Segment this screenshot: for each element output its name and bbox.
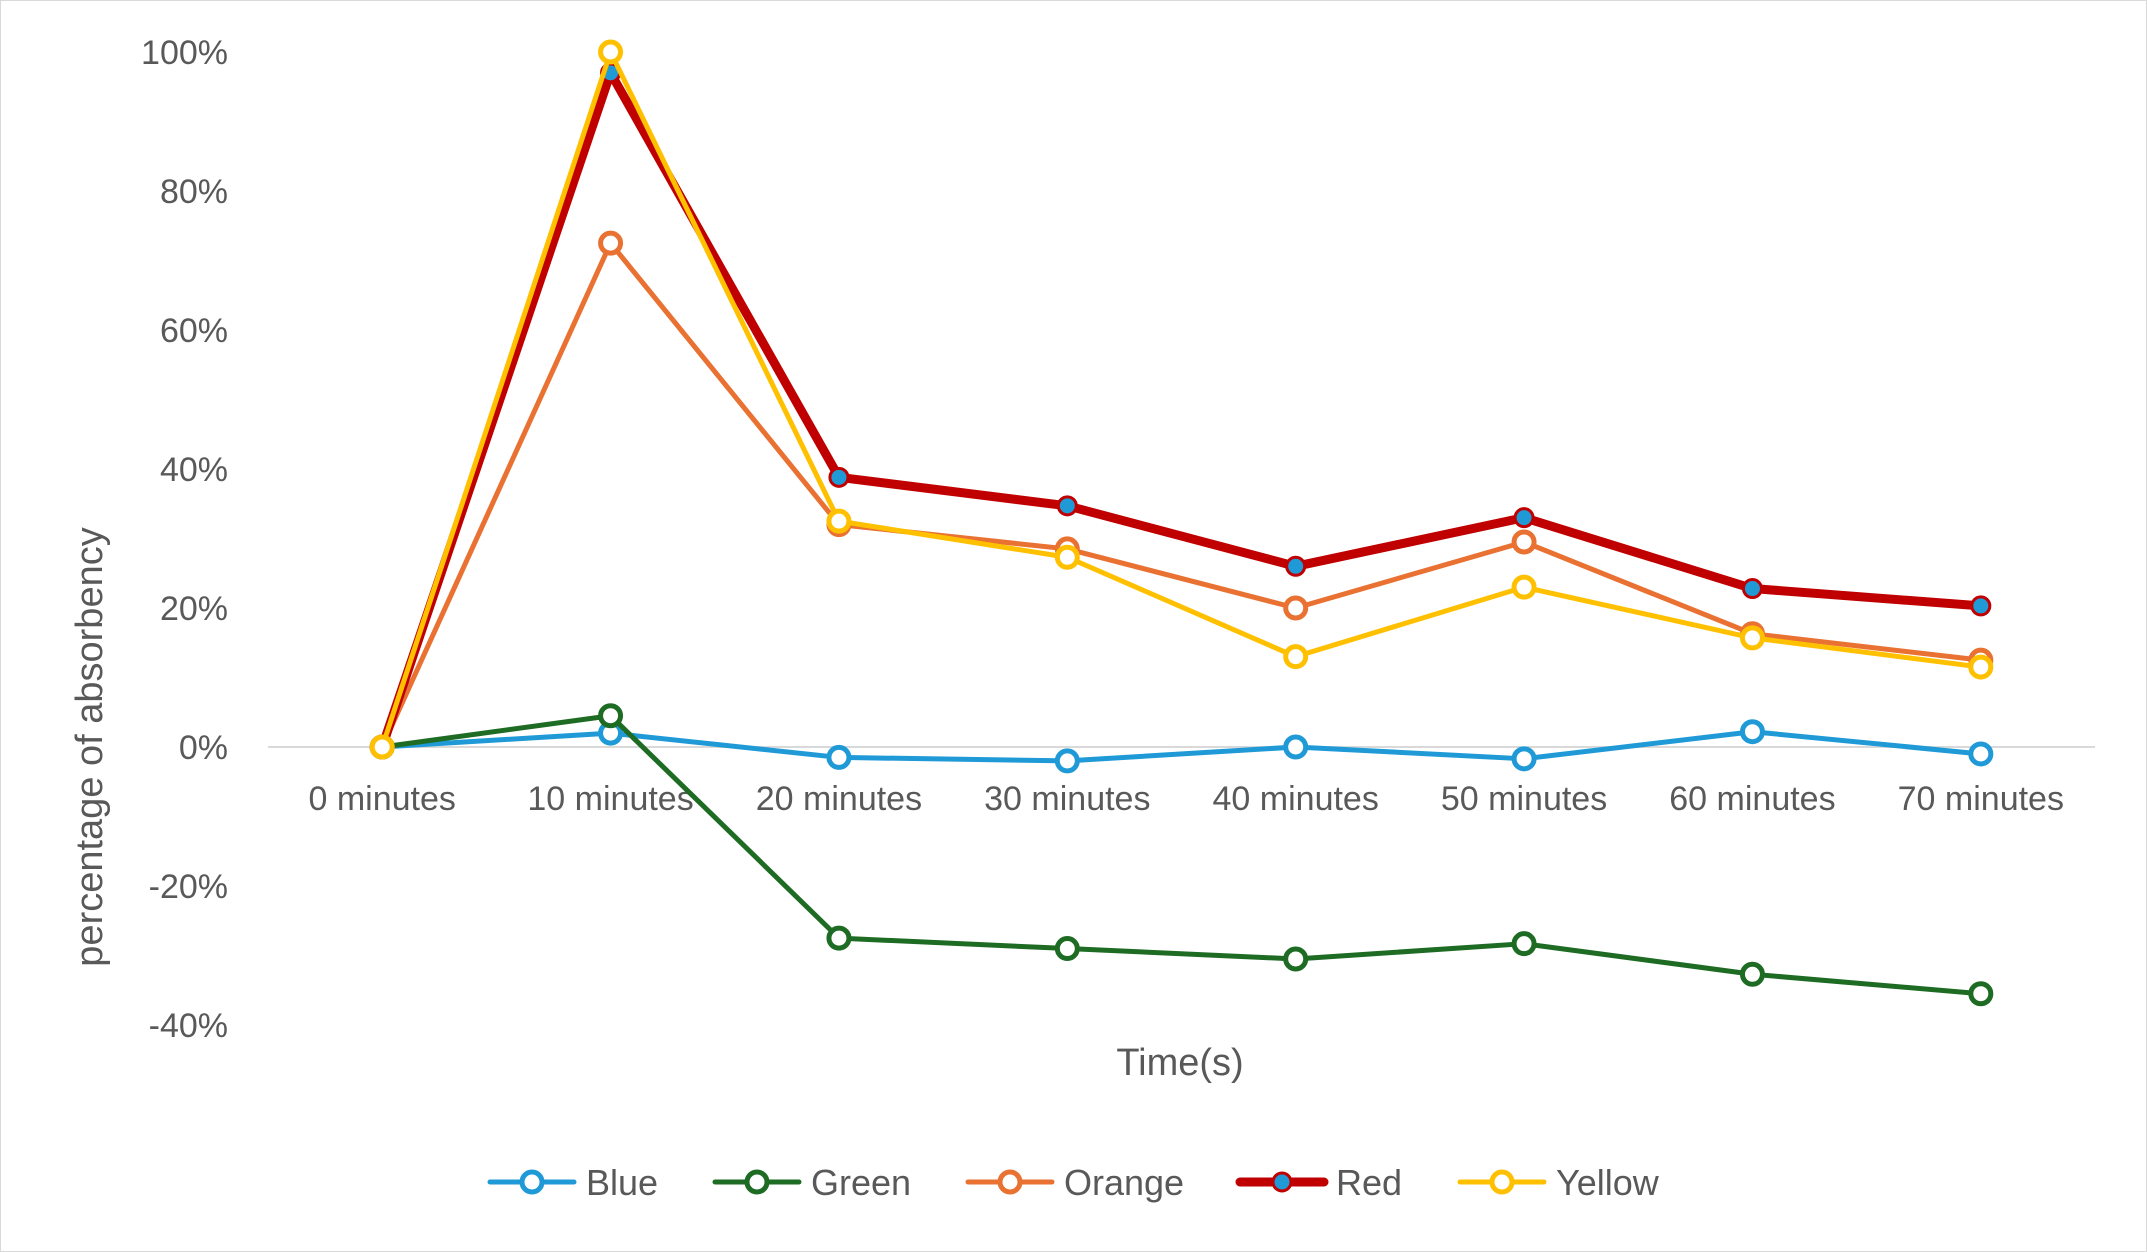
data-point — [826, 508, 852, 534]
x-tick-label: 40 minutes — [1213, 780, 1379, 818]
x-tick-label: 60 minutes — [1669, 780, 1835, 818]
legend: Blue Green Orange Red Yellow — [487, 1162, 1660, 1203]
y-tick-label: 80% — [160, 173, 228, 211]
legend-item-blue: Blue — [487, 1162, 658, 1203]
y-tick-label: 40% — [160, 451, 228, 489]
data-point — [1511, 931, 1537, 957]
y-axis-tick-labels: 100% 80% 60% 40% 20% 0% -20% -40% — [141, 34, 228, 1045]
y-tick-label: -40% — [149, 1007, 228, 1045]
data-point — [598, 230, 624, 256]
y-tick-label: -20% — [149, 868, 228, 906]
data-point — [1741, 578, 1763, 600]
data-point — [1283, 734, 1309, 760]
series-orange — [369, 230, 1994, 760]
data-point — [1968, 741, 1994, 767]
y-axis-title: percentage of absorbency — [69, 527, 111, 966]
legend-label: Orange — [1064, 1162, 1184, 1203]
x-tick-label: 0 minutes — [308, 780, 455, 818]
data-point — [1739, 719, 1765, 745]
data-point — [826, 744, 852, 770]
data-point — [1054, 936, 1080, 962]
y-tick-label: 60% — [160, 312, 228, 350]
legend-label: Green — [811, 1162, 911, 1203]
series-lines — [369, 39, 1994, 1007]
data-point — [1511, 529, 1537, 555]
x-tick-label: 70 minutes — [1898, 780, 2064, 818]
legend-swatch-marker — [997, 1169, 1023, 1195]
legend-label: Blue — [586, 1162, 658, 1203]
legend-label: Yellow — [1556, 1162, 1660, 1203]
series-line-blue — [379, 729, 1984, 764]
x-tick-label: 20 minutes — [756, 780, 922, 818]
data-point — [1739, 961, 1765, 987]
series-line-orange — [379, 240, 1984, 750]
legend-item-red: Red — [1235, 1162, 1402, 1203]
series-line-green — [379, 713, 1984, 997]
legend-item-orange: Orange — [965, 1162, 1184, 1203]
legend-label: Red — [1336, 1162, 1402, 1203]
data-point — [1283, 644, 1309, 670]
y-tick-label: 0% — [179, 729, 228, 767]
data-point — [1968, 654, 1994, 680]
legend-item-yellow: Yellow — [1457, 1162, 1660, 1203]
data-point — [1511, 746, 1537, 772]
legend-swatch-marker — [519, 1169, 545, 1195]
legend-swatch-marker — [744, 1169, 770, 1195]
data-point — [1283, 595, 1309, 621]
data-point — [1054, 748, 1080, 774]
x-axis-tick-labels: 0 minutes 10 minutes 20 minutes 30 minutes 4… — [308, 780, 2063, 818]
legend-swatch-marker — [1489, 1169, 1515, 1195]
x-axis-title: Time(s) — [1116, 1042, 1243, 1084]
series-line-yellow — [379, 49, 1984, 750]
y-tick-label: 100% — [141, 34, 228, 72]
data-point — [828, 466, 850, 488]
series-yellow — [369, 39, 1994, 760]
data-point — [598, 703, 624, 729]
data-point — [1970, 595, 1992, 617]
series-green — [369, 703, 1994, 1007]
x-tick-label: 50 minutes — [1441, 780, 1607, 818]
y-tick-label: 20% — [160, 590, 228, 628]
series-line-red — [377, 68, 1986, 752]
series-red — [371, 62, 1992, 758]
x-tick-label: 10 minutes — [527, 780, 693, 818]
data-point — [1283, 946, 1309, 972]
data-point — [1054, 544, 1080, 570]
data-point — [1739, 625, 1765, 651]
data-point — [1056, 495, 1078, 517]
data-point — [826, 925, 852, 951]
data-point — [369, 734, 395, 760]
data-point — [598, 39, 624, 65]
data-point — [1511, 574, 1537, 600]
legend-item-green: Green — [712, 1162, 911, 1203]
data-point — [1285, 555, 1307, 577]
data-point — [1513, 507, 1535, 529]
legend-swatch-marker — [1271, 1171, 1293, 1193]
series-blue — [369, 719, 1994, 774]
data-point — [1968, 981, 1994, 1007]
x-tick-label: 30 minutes — [984, 780, 1150, 818]
